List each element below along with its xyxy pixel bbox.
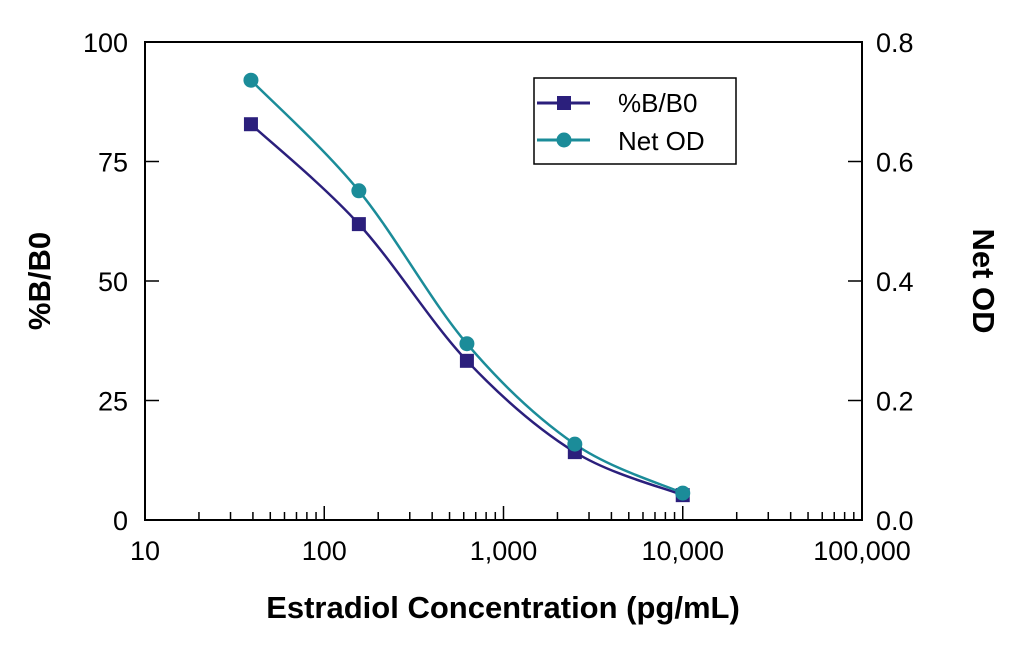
data-point-circle <box>351 183 367 199</box>
legend-box <box>533 77 737 165</box>
data-point-circle <box>675 485 691 501</box>
legend: %B/B0 Net OD <box>533 77 737 165</box>
markers <box>243 72 691 503</box>
data-point-square <box>459 353 474 368</box>
y2-tick-label: 0.4 <box>876 267 914 297</box>
data-point-circle <box>243 72 259 88</box>
legend-label-bb0: %B/B0 <box>618 88 698 118</box>
plot-frame <box>144 41 863 521</box>
y-tick-label: 50 <box>98 267 128 297</box>
y2-tick-label: 0.6 <box>876 148 914 178</box>
y2-tick-label: 0.8 <box>876 28 914 58</box>
y2-axis-title: Net OD <box>966 228 1001 333</box>
x-tick-label: 100 <box>302 536 347 566</box>
data-point-square <box>351 217 366 232</box>
y-axis-title: %B/B0 <box>22 232 57 330</box>
series-line-0 <box>250 123 684 497</box>
y-tick-label: 25 <box>98 387 128 417</box>
y2-tick-label: 0.0 <box>876 506 914 536</box>
data-point-circle <box>567 436 583 452</box>
x-tick-label: 1,000 <box>470 536 538 566</box>
y2-tick-label: 0.2 <box>876 387 914 417</box>
legend-marker-square <box>557 96 571 110</box>
x-tick-label: 10,000 <box>641 536 724 566</box>
x-axis-title: Estradiol Concentration (pg/mL) <box>266 590 740 625</box>
tick-labels: 10 100 1,000 10,000 100,000 0 0.0 25 0.2 50 0.4 75 0… <box>83 28 914 566</box>
ticks <box>145 160 862 520</box>
y-tick-label: 100 <box>83 28 128 58</box>
data-point-square <box>243 117 258 132</box>
x-tick-label: 100,000 <box>813 536 911 566</box>
legend-marker-circle <box>556 132 572 148</box>
y-tick-label: 0 <box>113 506 128 536</box>
data-point-circle <box>459 336 475 352</box>
x-tick-label: 10 <box>130 536 160 566</box>
legend-label-netod: Net OD <box>618 126 705 156</box>
y-tick-label: 75 <box>98 148 128 178</box>
